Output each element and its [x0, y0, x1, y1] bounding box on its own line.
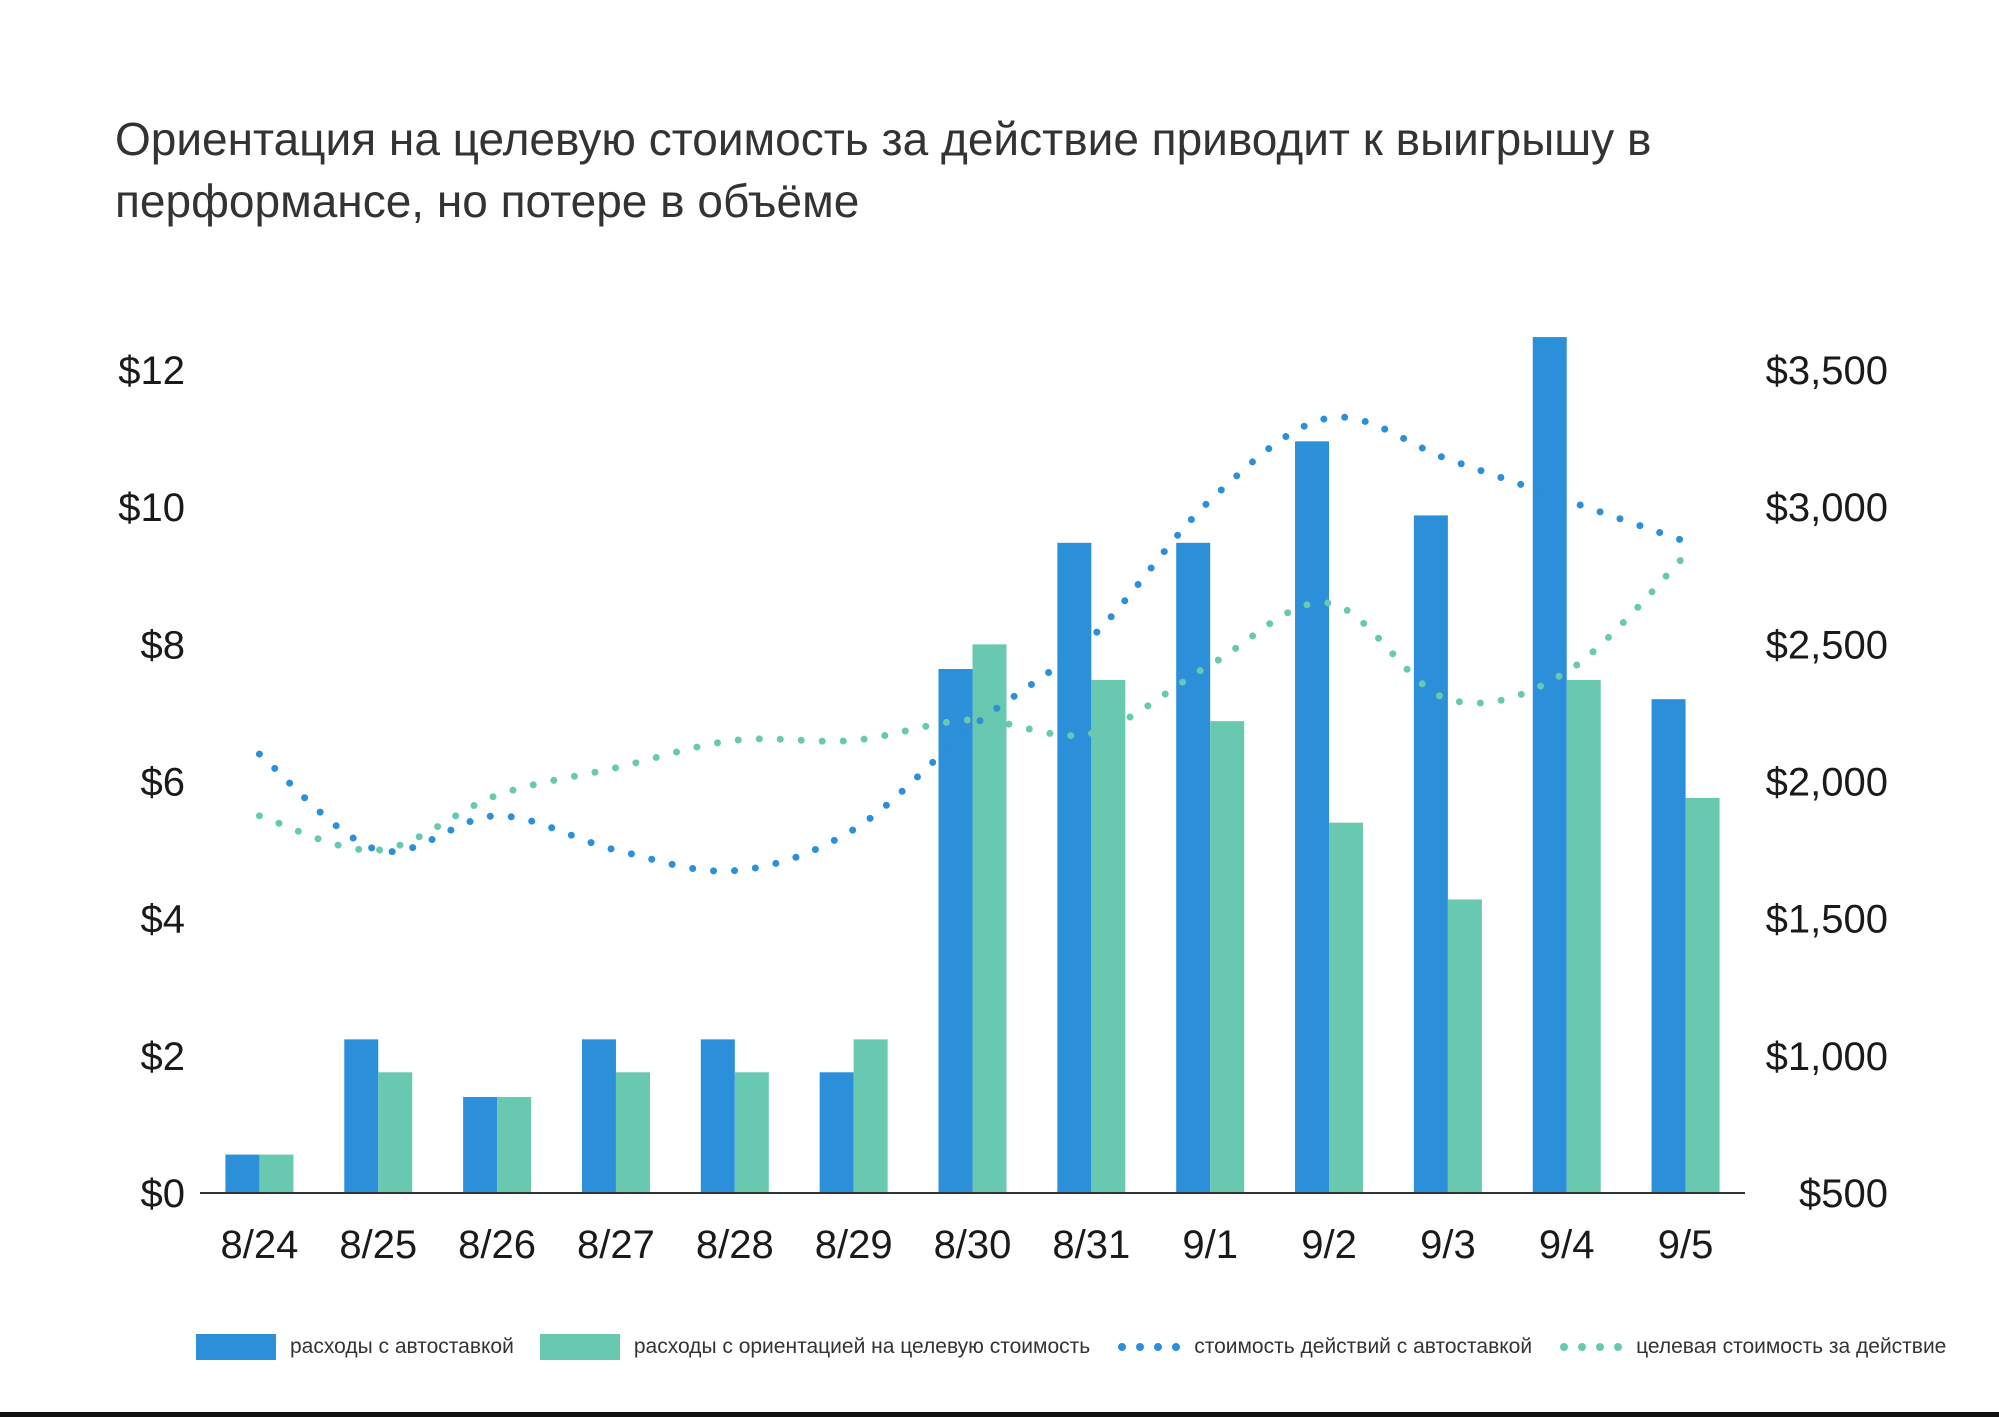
y-right-tick-label: $3,500 — [1766, 349, 1888, 393]
legend-dots-target-cpa — [1560, 1343, 1623, 1351]
y-left-tick-label: $10 — [118, 486, 185, 530]
bar-target-spend — [972, 644, 1007, 1193]
bar-autobid-spend — [819, 1072, 854, 1193]
bar-autobid-spend — [344, 1039, 379, 1193]
bar-target-spend — [853, 1039, 888, 1193]
y-right-tick-label: $1,500 — [1766, 898, 1888, 942]
bar-target-spend — [1685, 797, 1720, 1193]
bar-autobid-spend — [1057, 542, 1092, 1193]
bar-target-spend — [1091, 679, 1126, 1193]
x-tick-label: 8/29 — [815, 1223, 893, 1267]
bar-autobid-spend — [1532, 337, 1567, 1194]
bar-autobid-spend — [225, 1154, 260, 1193]
legend-label-target-cpa: целевая стоимость за действие — [1636, 1335, 1947, 1358]
x-tick-label: 8/24 — [220, 1223, 298, 1267]
line-target-cpa — [255, 551, 1690, 854]
x-tick-label: 9/4 — [1539, 1223, 1595, 1267]
x-tick-label: 8/25 — [339, 1223, 417, 1267]
y-left-tick-label: $4 — [141, 898, 186, 942]
bar-autobid-spend — [1651, 699, 1686, 1193]
y-left-tick-label: $0 — [141, 1172, 186, 1216]
y-left-tick-label: $8 — [141, 623, 186, 667]
bar-target-spend — [378, 1072, 413, 1193]
x-tick-label: 8/30 — [934, 1223, 1012, 1267]
bar-autobid-spend — [938, 669, 973, 1193]
legend-dots-autobid-cpa — [1118, 1343, 1181, 1351]
x-tick-label: 8/28 — [696, 1223, 774, 1267]
x-tick-label: 9/3 — [1420, 1223, 1476, 1267]
bar-target-spend — [1447, 899, 1482, 1193]
bar-autobid-spend — [1295, 441, 1330, 1193]
x-tick-label: 8/26 — [458, 1223, 536, 1267]
legend-label-autobid-cpa: стоимость действий с автоставкой — [1194, 1335, 1533, 1358]
bar-autobid-spend — [463, 1096, 498, 1193]
chart-title: Ориентация на целевую стоимость за дейст… — [115, 113, 1652, 227]
y-left-tick-label: $6 — [141, 761, 186, 805]
y-right-tick-label: $2,500 — [1766, 623, 1888, 667]
legend-swatch-autobid-spend — [196, 1334, 276, 1360]
x-tick-label: 8/31 — [1052, 1223, 1130, 1267]
bar-target-spend — [1329, 822, 1364, 1193]
legend-item-target-spend: расходы с ориентацией на целевую стоимос… — [539, 1334, 1091, 1360]
bar-target-spend — [734, 1072, 769, 1193]
bar-target-spend — [615, 1072, 650, 1193]
legend-item-autobid-cpa: стоимость действий с автоставкой — [1116, 1334, 1532, 1360]
bar-autobid-spend — [1176, 542, 1211, 1193]
legend-label-autobid-spend: расходы с автоставкой — [290, 1335, 514, 1358]
y-left-tick-label: $2 — [141, 1035, 186, 1079]
bar-target-spend — [1210, 721, 1245, 1193]
y-right-tick-label: $500 — [1799, 1172, 1888, 1216]
bar-target-spend — [497, 1096, 532, 1193]
x-tick-label: 8/27 — [577, 1223, 655, 1267]
bar-autobid-spend — [700, 1039, 735, 1193]
legend-item-target-cpa: целевая стоимость за действие — [1558, 1334, 1946, 1360]
x-tick-label: 9/2 — [1301, 1223, 1357, 1267]
y-right-tick-label: $3,000 — [1766, 486, 1888, 530]
y-right-tick-label: $2,000 — [1766, 761, 1888, 805]
legend-swatch-target-spend — [539, 1334, 620, 1360]
x-tick-label: 9/5 — [1658, 1223, 1714, 1267]
bar-target-spend — [1566, 679, 1601, 1193]
bar-target-spend — [259, 1154, 294, 1193]
chart-legend: расходы с автоставкой расходы с ориентац… — [196, 1330, 1972, 1364]
legend-label-target-spend: расходы с ориентацией на целевую стоимос… — [633, 1335, 1091, 1358]
y-right-tick-label: $1,000 — [1766, 1035, 1888, 1079]
y-left-tick-label: $12 — [118, 349, 185, 393]
bottom-border — [0, 1412, 1999, 1417]
x-tick-label: 9/1 — [1182, 1223, 1238, 1267]
bar-autobid-spend — [1413, 515, 1448, 1193]
legend-item-autobid-spend: расходы с автоставкой — [196, 1334, 514, 1360]
bar-autobid-spend — [581, 1039, 616, 1193]
